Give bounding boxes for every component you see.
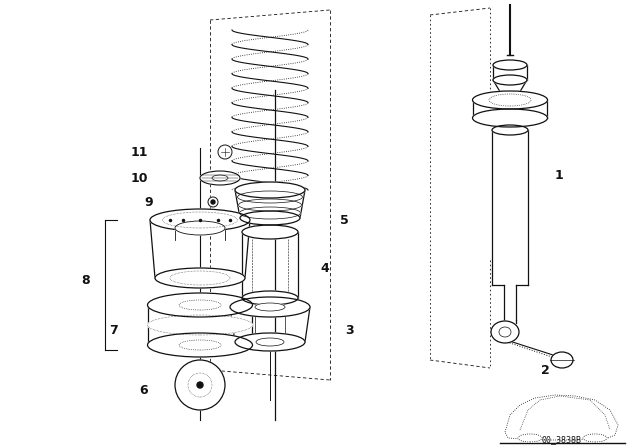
- Ellipse shape: [235, 333, 305, 351]
- Ellipse shape: [472, 109, 547, 127]
- Text: 5: 5: [340, 214, 349, 227]
- Ellipse shape: [472, 91, 547, 109]
- Ellipse shape: [493, 60, 527, 70]
- Circle shape: [218, 145, 232, 159]
- Ellipse shape: [237, 191, 303, 203]
- Circle shape: [208, 197, 218, 207]
- Ellipse shape: [175, 221, 225, 235]
- Ellipse shape: [147, 315, 253, 335]
- Text: 00_3838B: 00_3838B: [542, 435, 582, 444]
- Text: 3: 3: [345, 323, 354, 336]
- Ellipse shape: [492, 125, 528, 135]
- Ellipse shape: [491, 321, 519, 343]
- Ellipse shape: [155, 268, 245, 288]
- Text: 8: 8: [81, 273, 90, 287]
- Ellipse shape: [499, 327, 511, 337]
- Ellipse shape: [147, 293, 253, 317]
- Text: 1: 1: [555, 168, 564, 181]
- Text: 10: 10: [131, 172, 148, 185]
- Ellipse shape: [179, 340, 221, 350]
- Ellipse shape: [147, 333, 253, 357]
- Ellipse shape: [242, 225, 298, 239]
- Text: 2: 2: [541, 363, 549, 376]
- Ellipse shape: [212, 175, 228, 181]
- Ellipse shape: [242, 291, 298, 305]
- Ellipse shape: [179, 300, 221, 310]
- Ellipse shape: [240, 211, 300, 225]
- Ellipse shape: [493, 75, 527, 85]
- Circle shape: [188, 373, 212, 397]
- Ellipse shape: [255, 303, 285, 311]
- Ellipse shape: [583, 434, 607, 442]
- Circle shape: [197, 382, 203, 388]
- Circle shape: [175, 360, 225, 410]
- Text: 9: 9: [145, 195, 153, 208]
- Text: 4: 4: [320, 262, 329, 275]
- Ellipse shape: [150, 209, 250, 231]
- Ellipse shape: [518, 434, 542, 442]
- Circle shape: [211, 200, 215, 204]
- Ellipse shape: [230, 297, 310, 317]
- Ellipse shape: [235, 182, 305, 198]
- Ellipse shape: [200, 171, 240, 185]
- Ellipse shape: [489, 94, 531, 106]
- Ellipse shape: [163, 212, 237, 228]
- Text: 11: 11: [131, 146, 148, 159]
- Ellipse shape: [256, 338, 284, 346]
- Ellipse shape: [170, 271, 230, 285]
- Ellipse shape: [239, 207, 301, 219]
- Ellipse shape: [551, 352, 573, 368]
- Text: 7: 7: [109, 323, 118, 336]
- Ellipse shape: [239, 199, 301, 211]
- Text: 6: 6: [140, 383, 148, 396]
